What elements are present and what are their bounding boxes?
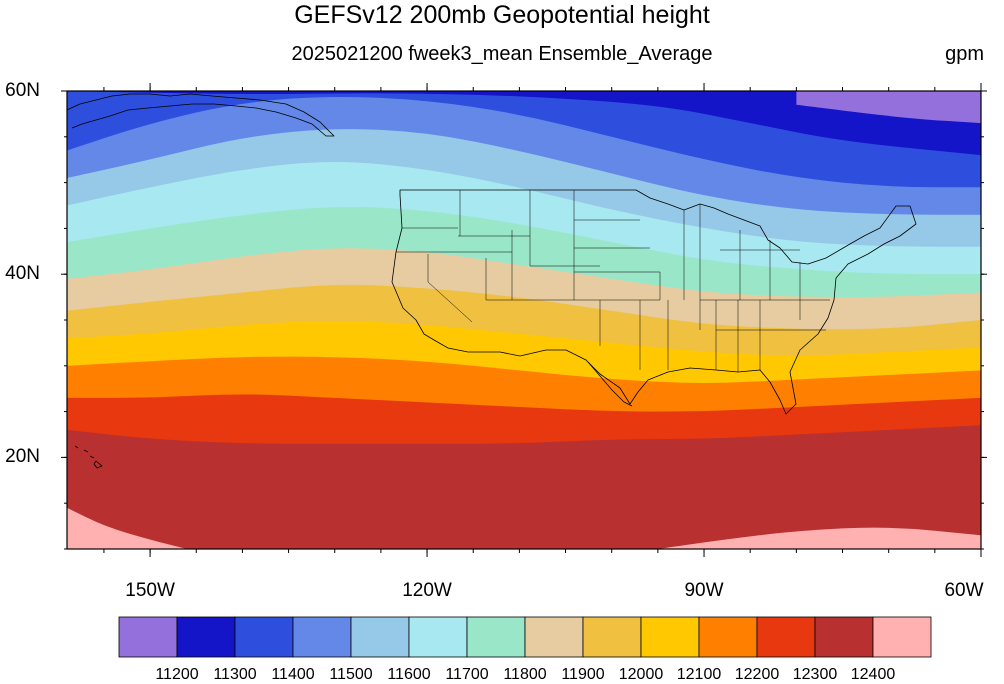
colorbar-swatch (408, 616, 468, 658)
colorbar-label: 11700 (445, 666, 489, 683)
colorbar-label: 11400 (271, 666, 315, 683)
colorbar-swatch (640, 616, 700, 658)
band-11200 (796, 91, 981, 124)
contour-fills (67, 91, 981, 549)
lat-label: 40N (5, 263, 40, 285)
colorbar-swatch (756, 616, 816, 658)
colorbar-swatch (524, 616, 584, 658)
colorbar-label: 11600 (387, 666, 431, 683)
lat-label: 60N (5, 80, 40, 101)
colorbar-swatch (350, 616, 410, 658)
lat-label: 20N (5, 446, 40, 468)
coastlines-and-borders (67, 93, 917, 469)
colorbar-label: 11500 (329, 666, 373, 683)
colorbar-swatch (872, 616, 932, 658)
colorbar-label: 12200 (734, 666, 780, 683)
lon-label: 90W (684, 580, 724, 601)
colorbar-label: 11800 (503, 666, 547, 683)
us-outline (391, 189, 917, 415)
colorbar-swatch (814, 616, 874, 658)
colorbar-swatch (466, 616, 526, 658)
band-12400 (67, 527, 981, 549)
colorbar-swatch (118, 616, 178, 658)
map-subtitle: 2025021200 fweek3_mean Ensemble_Average (291, 43, 713, 65)
colorbar-swatch (176, 616, 236, 658)
lon-label: 60W (944, 580, 984, 601)
colorbar-swatch (234, 616, 294, 658)
map-title: GEFSv12 200mb Geopotential height (294, 1, 710, 29)
units-label: gpm (945, 43, 984, 65)
colorbar-label: 12000 (618, 666, 664, 683)
state-borders (396, 190, 830, 372)
colorbar-swatch (582, 616, 642, 658)
colorbar-label: 12400 (850, 666, 896, 683)
gulf-coast (587, 361, 633, 407)
band-12400 (67, 507, 187, 549)
lon-label: 120W (402, 580, 452, 601)
colorbar-label: 12300 (792, 666, 838, 683)
colorbar-label: 12100 (676, 666, 722, 683)
band-12300 (67, 425, 981, 549)
alaska-coast (67, 93, 335, 137)
lon-label: 150W (125, 580, 175, 601)
colorbar-swatch (698, 616, 758, 658)
colorbar-label: 11200 (155, 666, 199, 683)
colorbar-label: 11300 (213, 666, 257, 683)
colorbar-label: 11900 (561, 666, 605, 683)
colorbar-swatch (292, 616, 352, 658)
hawaii-islands (74, 445, 103, 469)
colorbar (118, 616, 932, 658)
axis-ticks (61, 83, 987, 557)
